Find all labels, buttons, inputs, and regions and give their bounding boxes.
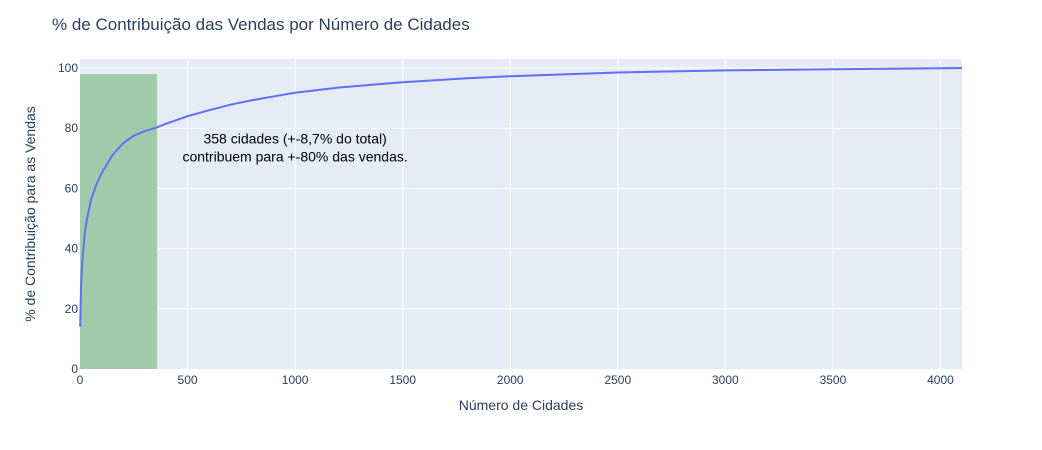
x-tick-label: 1000 — [282, 373, 309, 387]
x-tick-label: 4000 — [927, 373, 954, 387]
y-tick-label: 80 — [65, 121, 79, 135]
annotation-line-1: 358 cidades (+-8,7% do total) — [203, 130, 386, 146]
y-tick-label: 0 — [71, 362, 78, 376]
x-axis-label: Número de Cidades — [459, 397, 584, 413]
x-tick-label: 2000 — [497, 373, 524, 387]
x-tick-label: 0 — [77, 373, 84, 387]
annotation-line-2: contribuem para +-80% das vendas. — [182, 148, 407, 164]
x-tick-label: 500 — [178, 373, 198, 387]
grid-lines — [80, 59, 962, 369]
highlight-bar-group — [80, 74, 158, 369]
x-tick-label: 2500 — [604, 373, 631, 387]
y-tick-label: 20 — [65, 302, 79, 316]
y-tick-label: 100 — [58, 61, 78, 75]
y-tick-label: 40 — [65, 242, 79, 256]
chart-title: % de Contribuição das Vendas por Número … — [52, 15, 470, 34]
cumulative-line-group — [79, 67, 963, 327]
plot-area — [80, 59, 962, 369]
x-tick-label: 3000 — [712, 373, 739, 387]
x-tick-label: 1500 — [389, 373, 416, 387]
y-tick-label: 60 — [65, 181, 79, 195]
cumulative-line — [79, 67, 963, 327]
y-axis-label: % de Contribuição para as Vendas — [22, 106, 38, 322]
axis-ticks: 0 500 1000 1500 2000 2500 3000 3500 4000 0 20 40 60 8… — [58, 61, 954, 387]
x-tick-label: 3500 — [820, 373, 847, 387]
highlight-bar — [80, 74, 158, 369]
